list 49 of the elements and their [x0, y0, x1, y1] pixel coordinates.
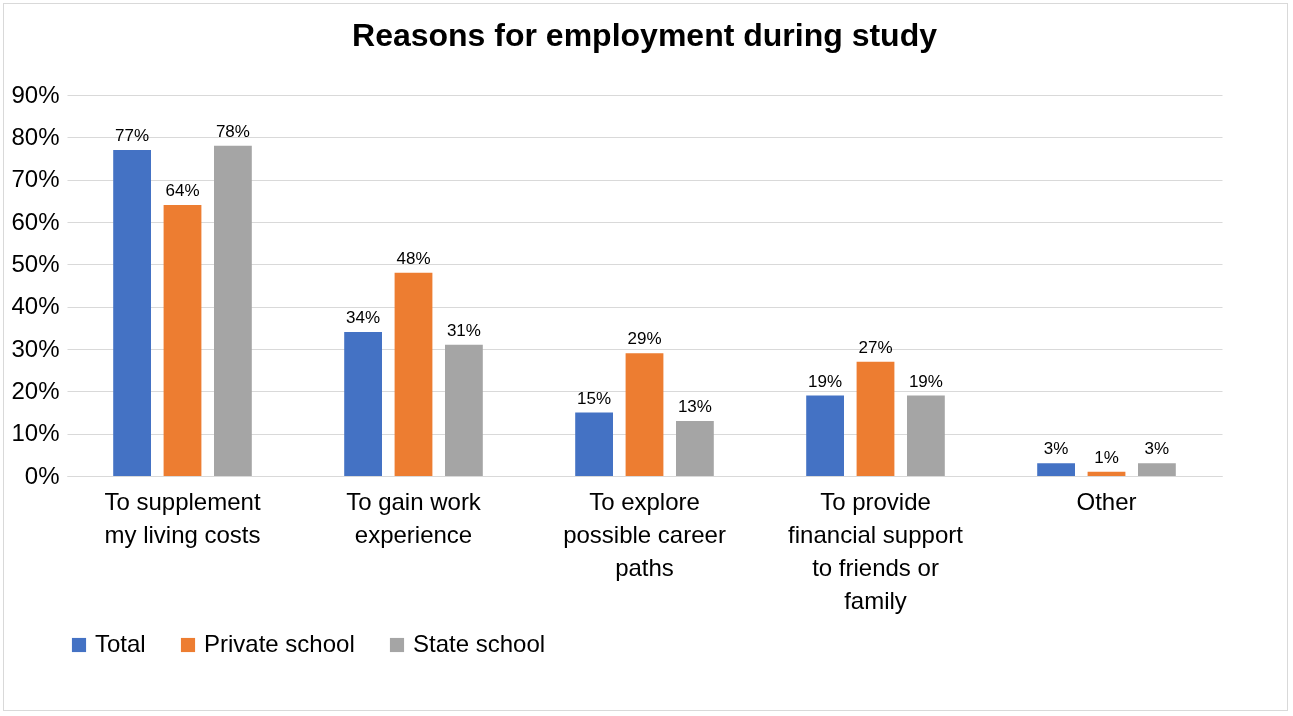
bar: [394, 272, 433, 476]
chart-title: Reasons for employment during study: [352, 17, 938, 53]
y-tick-label: 0%: [24, 461, 60, 489]
y-tick-label: 90%: [11, 80, 60, 108]
data-label: 77%: [115, 126, 150, 146]
y-tick-label: 50%: [11, 249, 60, 277]
bar: [163, 205, 202, 476]
x-tick-label: To supplement my living costs: [104, 487, 261, 548]
data-label: 64%: [165, 181, 200, 201]
bar: [625, 353, 664, 476]
data-label: 13%: [677, 396, 712, 416]
data-label: 34%: [346, 308, 381, 328]
bar: [445, 344, 483, 476]
data-label: 78%: [215, 121, 250, 141]
legend-label: Total: [95, 630, 146, 657]
bar: [1138, 463, 1176, 476]
data-label: 19%: [808, 371, 843, 391]
bar: [1037, 463, 1075, 476]
bar: [676, 420, 714, 476]
data-label: 31%: [446, 320, 481, 340]
y-tick-label: 30%: [11, 334, 60, 362]
legend-label: Private school: [204, 630, 355, 657]
data-label: 3%: [1043, 439, 1069, 459]
data-label: 27%: [858, 337, 893, 357]
bar: [856, 361, 895, 476]
bar: [575, 412, 613, 476]
data-label: 19%: [908, 371, 943, 391]
x-tick-label: To explore possible career paths: [563, 487, 726, 581]
bar: [113, 150, 151, 476]
x-tick-label: To gain work experience: [346, 487, 482, 548]
legend-label: State school: [413, 630, 546, 657]
data-label: 15%: [577, 388, 612, 408]
x-tick-label: Other: [1076, 487, 1137, 515]
bar: [214, 145, 252, 476]
data-label: 29%: [627, 329, 662, 349]
bar: [1087, 471, 1126, 476]
bar: [806, 395, 844, 476]
bar: [344, 332, 382, 476]
x-tick-label: To provide financial support to friends or family: [788, 487, 964, 614]
y-tick-label: 20%: [11, 376, 60, 404]
data-label: 48%: [396, 248, 431, 268]
y-tick-label: 80%: [11, 122, 60, 150]
y-tick-label: 40%: [11, 292, 60, 320]
y-tick-label: 60%: [11, 207, 60, 235]
data-label: 3%: [1144, 439, 1170, 459]
y-tick-label: 70%: [11, 165, 60, 193]
y-tick-label: 10%: [11, 419, 60, 447]
data-label: 1%: [1094, 447, 1119, 467]
bar: [907, 395, 945, 476]
